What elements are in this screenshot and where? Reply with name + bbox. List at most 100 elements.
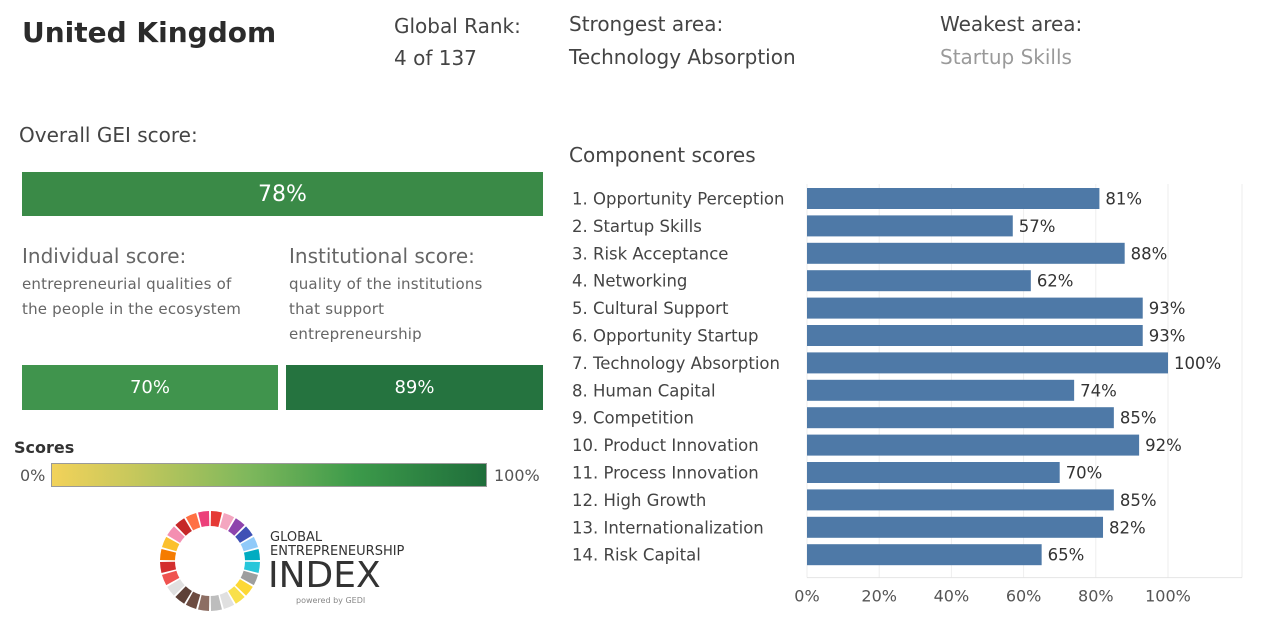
strongest-area-label: Strongest area: [569, 12, 724, 36]
x-tick-label: 60% [1006, 587, 1042, 606]
value-label: 70% [1066, 464, 1103, 483]
country-title: United Kingdom [22, 16, 277, 49]
bar-2 [807, 215, 1013, 237]
value-label: 92% [1145, 436, 1182, 455]
logo-segment [243, 549, 260, 561]
individual-score-title: Individual score: [22, 244, 187, 268]
bar-8 [807, 379, 1075, 401]
logo-segment [240, 536, 259, 552]
institutional-score-bar: 89% [286, 365, 543, 410]
weakest-area-label: Weakest area: [940, 12, 1083, 36]
legend-title: Scores [14, 438, 75, 457]
category-label: 7. Technology Absorption [572, 354, 780, 373]
logo-segment [240, 570, 259, 586]
x-tick-label: 40% [934, 587, 970, 606]
global-rank-value: 4 of 137 [394, 46, 477, 70]
bar-1 [807, 188, 1100, 209]
logo-segment [167, 579, 185, 596]
bar-7 [807, 352, 1168, 374]
bar-5 [807, 297, 1143, 319]
logo-segment [167, 526, 185, 543]
weakest-area-value: Startup Skills [940, 45, 1072, 69]
global-rank-label: Global Rank: [394, 14, 521, 38]
institutional-desc-line-2: that support [289, 300, 385, 318]
category-label: 8. Human Capital [572, 381, 716, 400]
individual-desc-line-1: entrepreneurial qualities of [22, 275, 232, 293]
overall-score-bar: 78% [22, 172, 543, 216]
bar-13 [807, 516, 1104, 538]
value-label: 93% [1149, 327, 1186, 346]
logo-segment [235, 579, 253, 596]
institutional-score-value: 89% [394, 377, 435, 398]
value-label: 57% [1019, 217, 1056, 236]
category-label: 11. Process Innovation [572, 464, 759, 483]
category-label: 5. Cultural Support [572, 299, 729, 318]
bar-12 [807, 489, 1114, 511]
legend-min-label: 0% [20, 466, 46, 485]
gei-logo-ring-icon [160, 511, 260, 611]
value-label: 85% [1120, 491, 1157, 510]
category-label: 3. Risk Acceptance [572, 244, 728, 263]
value-label: 100% [1174, 354, 1221, 373]
bar-6 [807, 325, 1143, 346]
bar-14 [807, 544, 1042, 566]
overall-score-label: Overall GEI score: [19, 123, 198, 147]
logo-segment [228, 586, 245, 604]
logo-segment [161, 570, 180, 586]
x-tick-label: 20% [861, 587, 897, 606]
logo-segment [210, 594, 222, 611]
logo-segment [198, 594, 210, 611]
category-label: 10. Product Innovation [572, 436, 759, 455]
logo-segment [175, 518, 192, 536]
category-label: 2. Startup Skills [572, 217, 702, 236]
category-label: 9. Competition [572, 409, 694, 428]
logo-segment [228, 518, 245, 536]
individual-score-bar: 70% [22, 365, 278, 410]
value-label: 85% [1120, 409, 1157, 428]
logo-segment [219, 591, 235, 610]
category-label: 4. Networking [572, 272, 687, 291]
institutional-desc-line-1: quality of the institutions [289, 275, 483, 293]
logo-text-powered: powered by GEDI [296, 596, 366, 605]
legend-max-label: 100% [494, 466, 540, 485]
bar-9 [807, 407, 1114, 429]
logo-segment [198, 511, 210, 528]
bar-11 [807, 462, 1060, 483]
logo-segment [219, 512, 235, 531]
value-label: 65% [1048, 546, 1085, 565]
individual-desc-line-2: the people in the ecosystem [22, 300, 242, 318]
institutional-desc-line-3: entrepreneurship [289, 325, 422, 343]
logo-text-entrepreneurship: ENTREPRENEURSHIP [270, 544, 405, 559]
individual-score-value: 70% [129, 377, 170, 398]
value-label: 74% [1080, 381, 1117, 400]
x-tick-label: 0% [794, 587, 819, 606]
logo-segment [161, 536, 180, 552]
logo-segment [185, 591, 201, 610]
bar-10 [807, 434, 1140, 456]
category-label: 13. Internationalization [572, 518, 764, 537]
category-label: 1. Opportunity Perception [572, 190, 785, 209]
individual-score-description: entrepreneurial qualities of the people … [22, 272, 272, 322]
bar-4 [807, 270, 1031, 292]
logo-segment [210, 511, 222, 528]
institutional-score-title: Institutional score: [289, 244, 475, 268]
value-label: 88% [1131, 244, 1168, 263]
legend-gradient [51, 463, 487, 487]
bar-3 [807, 242, 1125, 264]
value-label: 81% [1105, 190, 1142, 209]
x-tick-label: 80% [1078, 587, 1114, 606]
x-tick-label: 100% [1145, 587, 1191, 606]
logo-text-index: INDEX [268, 555, 381, 596]
chart-title: Component scores [569, 143, 756, 167]
logo-segment [160, 561, 177, 573]
value-label: 93% [1149, 299, 1186, 318]
strongest-area-value: Technology Absorption [569, 45, 796, 69]
category-label: 12. High Growth [572, 491, 706, 510]
category-label: 14. Risk Capital [572, 546, 701, 565]
overall-score-value: 78% [258, 181, 307, 207]
logo-segment [175, 586, 192, 604]
category-label: 6. Opportunity Startup [572, 327, 759, 346]
logo-segment [160, 549, 177, 561]
value-label: 62% [1037, 272, 1074, 291]
logo-text-global: GLOBAL [270, 530, 323, 545]
